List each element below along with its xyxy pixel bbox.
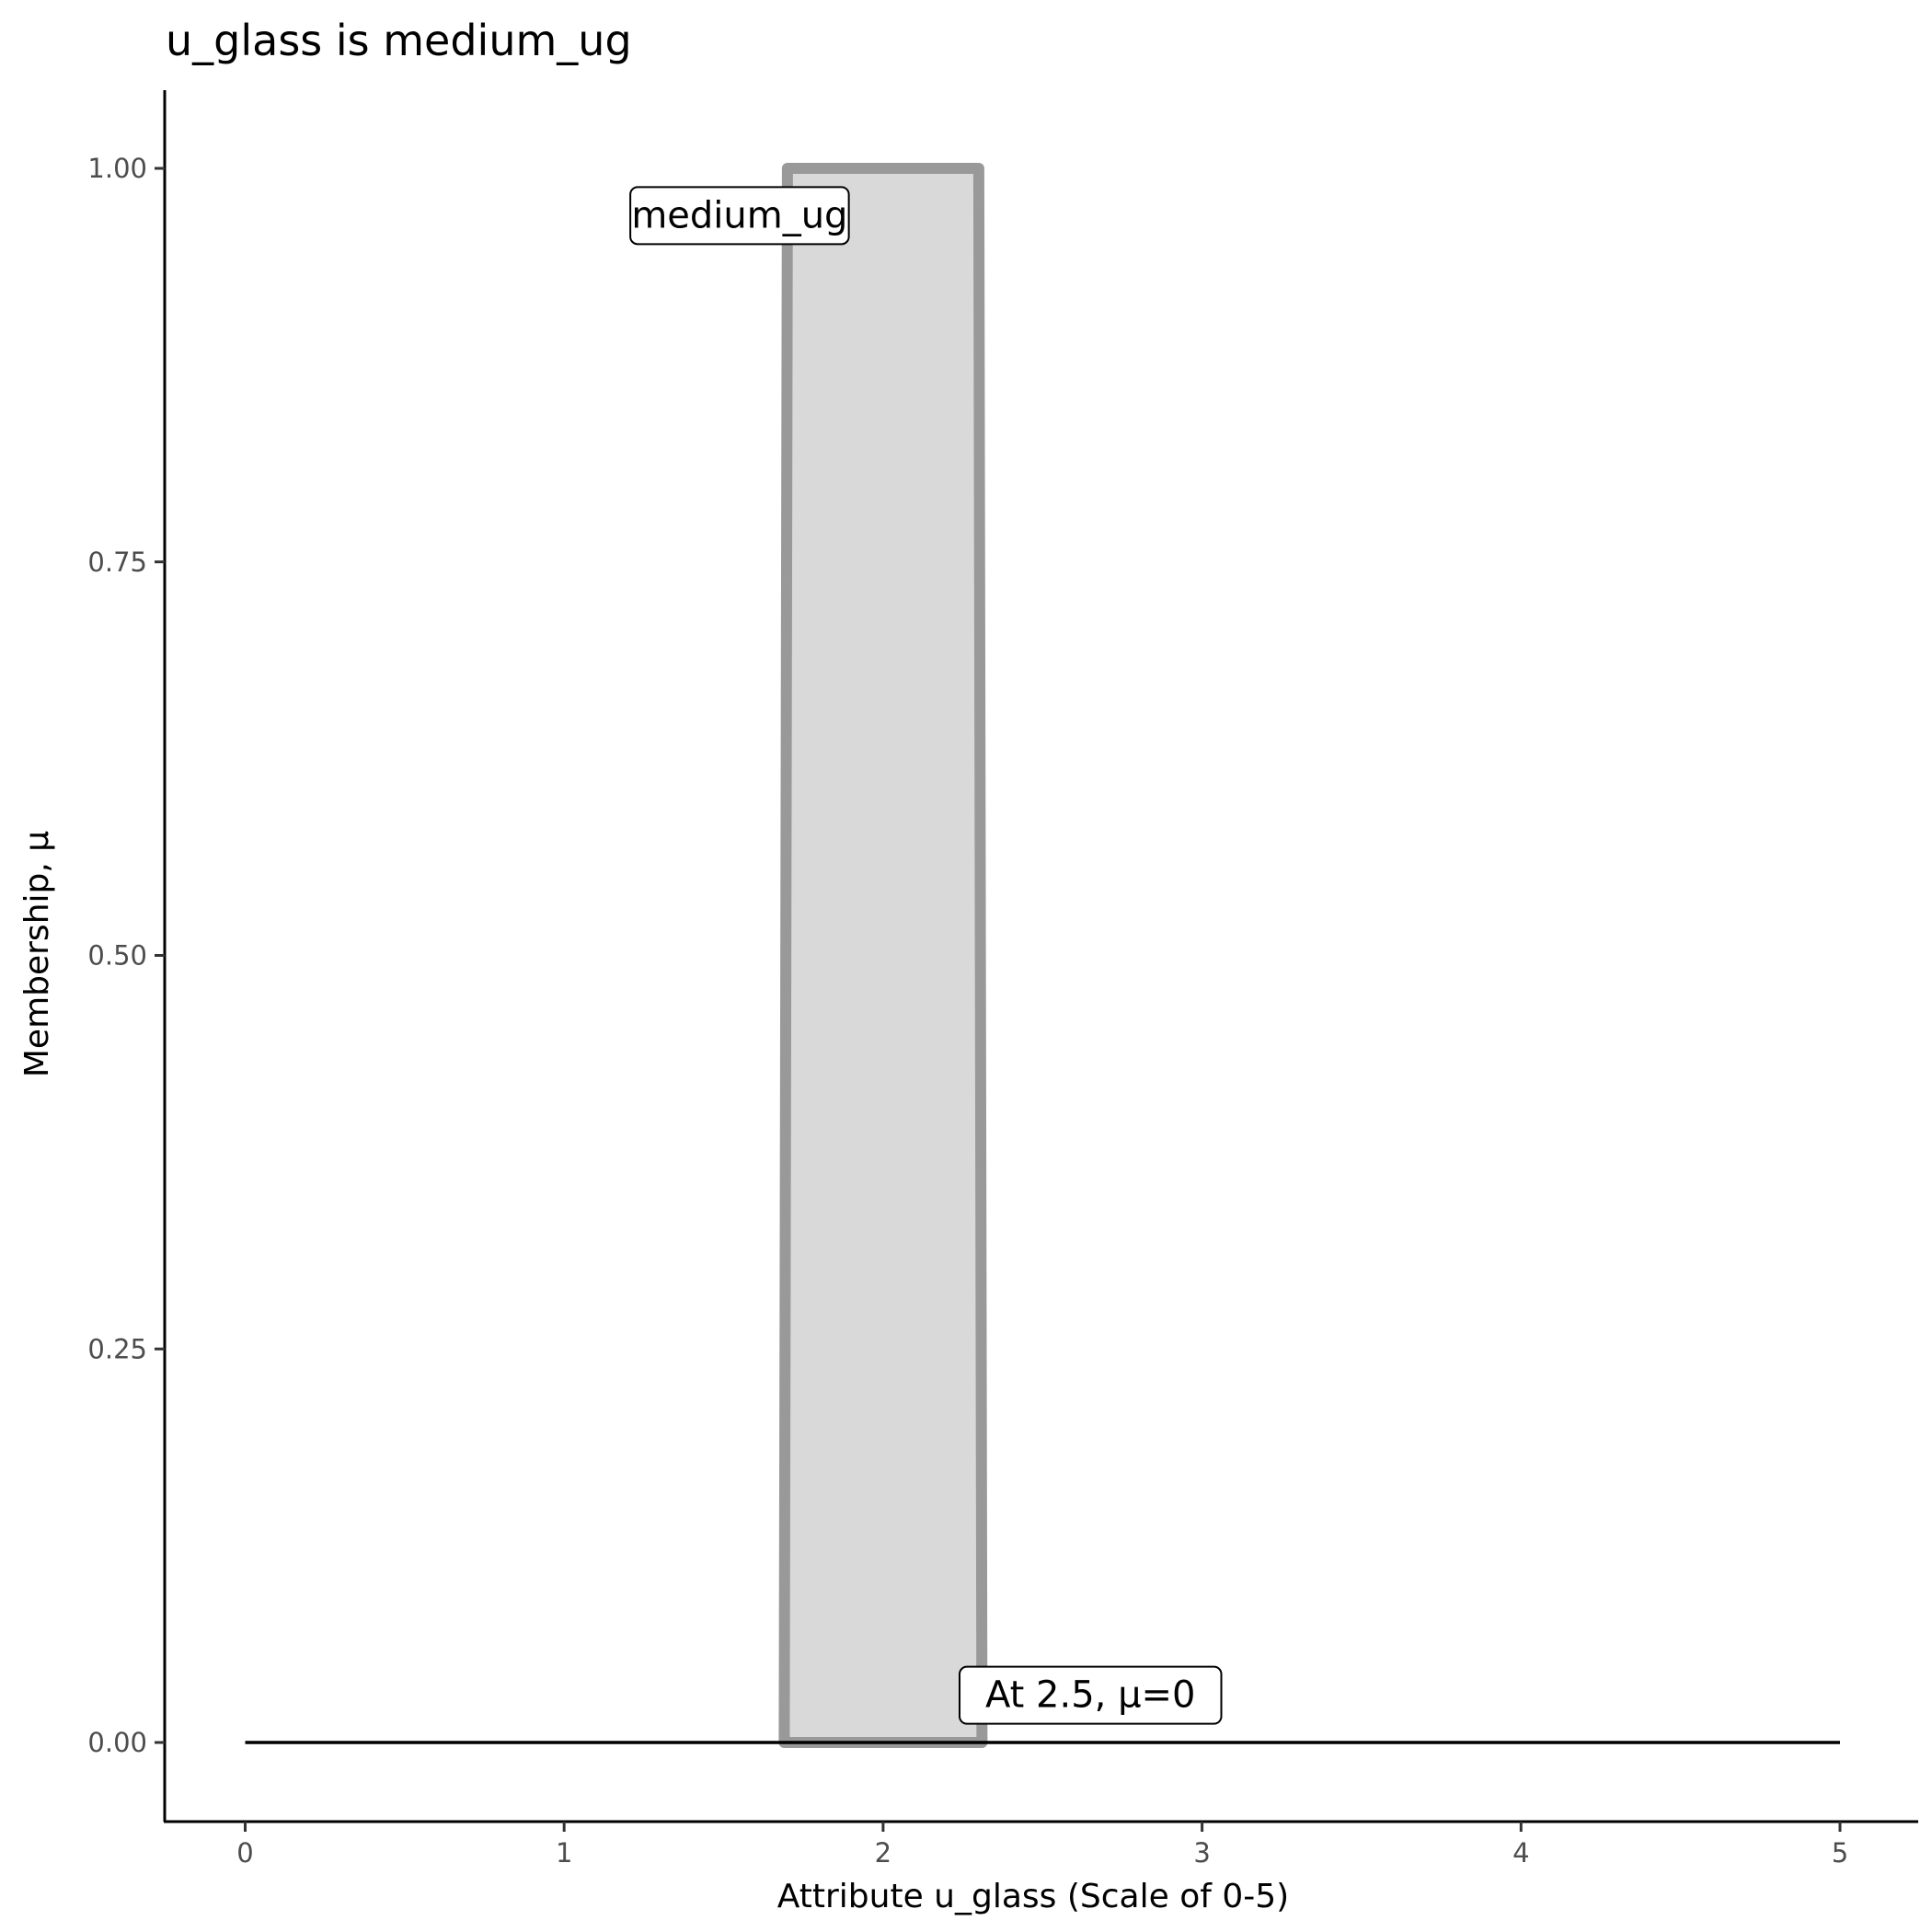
x-axis-title: Attribute u_glass (Scale of 0-5) <box>777 1878 1289 1915</box>
x-axis-ticks: 0 1 2 3 4 5 <box>236 1822 1848 1869</box>
annotation-label: At 2.5, μ=0 <box>959 1665 1223 1725</box>
x-tick-label: 1 <box>556 1837 572 1869</box>
x-tick-label: 2 <box>875 1837 891 1869</box>
series-medium_ug-polygon <box>778 163 988 1748</box>
x-tick-label: 0 <box>236 1837 253 1869</box>
annotation-box <box>629 186 850 246</box>
x-tick-label: 3 <box>1193 1837 1210 1869</box>
y-axis-ticks: 0.00 0.25 0.50 0.75 1.00 <box>87 153 165 1758</box>
annotation-text: medium_ug <box>631 194 847 236</box>
plot-area: medium_ug At 2.5, μ=0 <box>245 163 1840 1748</box>
y-tick-label: 0.75 <box>87 546 147 578</box>
annotation-label: medium_ug <box>629 186 850 246</box>
chart-title: u_glass is medium_ug <box>166 16 632 65</box>
annotation-box <box>959 1665 1223 1725</box>
y-tick-label: 0.00 <box>87 1727 147 1758</box>
y-tick-label: 0.25 <box>87 1333 147 1364</box>
annotation-text: At 2.5, μ=0 <box>985 1674 1196 1717</box>
x-tick-label: 5 <box>1832 1837 1848 1869</box>
y-axis-title: Membership, μ <box>18 831 56 1077</box>
x-tick-label: 4 <box>1512 1837 1529 1869</box>
y-tick-label: 1.00 <box>87 153 147 184</box>
y-tick-label: 0.50 <box>87 940 147 972</box>
